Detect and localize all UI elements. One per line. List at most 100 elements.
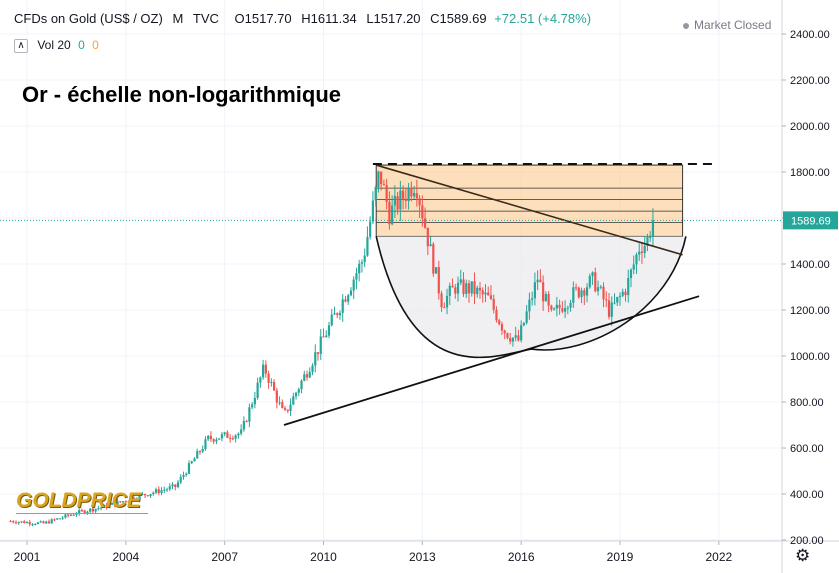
candle-body bbox=[201, 449, 204, 452]
candle-body bbox=[89, 508, 92, 512]
candle-body bbox=[484, 292, 487, 295]
candle-body bbox=[591, 272, 594, 276]
candle-body bbox=[547, 294, 550, 306]
y-tick-label: 1800.00 bbox=[790, 167, 830, 179]
candle-body bbox=[607, 300, 611, 317]
interval-label[interactable]: M bbox=[172, 11, 184, 26]
candle-body bbox=[80, 510, 84, 512]
candle-body bbox=[572, 287, 575, 303]
candle-body bbox=[385, 185, 388, 202]
candle-body bbox=[97, 508, 100, 510]
candle-body bbox=[536, 279, 539, 283]
candle-body bbox=[627, 278, 630, 296]
candle-body bbox=[456, 282, 460, 294]
candle-body bbox=[220, 434, 224, 439]
candle-body bbox=[215, 439, 218, 442]
candle-body bbox=[14, 522, 18, 524]
candle-body bbox=[553, 308, 556, 310]
candle-body bbox=[305, 374, 309, 378]
candle-body bbox=[262, 364, 265, 378]
candle-body bbox=[492, 299, 495, 310]
candle-body bbox=[377, 171, 380, 188]
candle-body bbox=[297, 389, 300, 393]
candle-body bbox=[358, 263, 361, 274]
candle-body bbox=[83, 510, 86, 514]
candle-body bbox=[294, 392, 298, 397]
candle-body bbox=[182, 475, 185, 478]
collapse-legend-button[interactable]: ∧ bbox=[14, 38, 28, 53]
candle-body bbox=[152, 492, 155, 495]
y-tick-label: 800.00 bbox=[790, 397, 824, 409]
candle-body bbox=[407, 187, 410, 202]
goldprice-logo: GOLDPRICE bbox=[16, 489, 141, 512]
candle-body bbox=[602, 286, 605, 300]
source-label: TVC bbox=[192, 11, 219, 26]
candle-body bbox=[223, 432, 226, 435]
candle-body bbox=[344, 299, 347, 302]
candle-body bbox=[459, 279, 462, 283]
candle-body bbox=[270, 382, 273, 384]
candle-body bbox=[478, 287, 482, 291]
volume-value-1: 0 bbox=[78, 38, 85, 52]
candle-body bbox=[443, 307, 446, 309]
settings-gear-icon[interactable]: ⚙ bbox=[795, 546, 811, 565]
candle-body bbox=[272, 382, 276, 391]
candle-body bbox=[124, 501, 127, 503]
candle-body bbox=[42, 521, 45, 524]
close-value: C1589.69 bbox=[430, 11, 487, 26]
candle-body bbox=[135, 499, 138, 501]
volume-label[interactable]: Vol 20 bbox=[37, 38, 71, 52]
candle-body bbox=[58, 518, 62, 520]
candle-body bbox=[415, 193, 418, 199]
last-price-badge bbox=[783, 211, 838, 230]
candle-body bbox=[569, 302, 572, 308]
candle-body bbox=[473, 281, 476, 295]
candle-body bbox=[204, 439, 207, 450]
candle-body bbox=[451, 285, 454, 288]
candle-body bbox=[325, 335, 328, 338]
candle-body bbox=[509, 337, 512, 342]
candle-body bbox=[558, 304, 561, 309]
y-tick-label: 2400.00 bbox=[790, 29, 830, 41]
candle-body bbox=[525, 311, 528, 323]
status-dot-icon bbox=[683, 22, 689, 29]
y-tick-label: 1400.00 bbox=[790, 259, 830, 271]
candle-body bbox=[130, 497, 133, 502]
candle-body bbox=[311, 365, 314, 373]
candle-body bbox=[341, 299, 344, 313]
candle-body bbox=[632, 264, 635, 270]
candle-body bbox=[550, 305, 553, 310]
candle-body bbox=[64, 514, 67, 518]
candle-body bbox=[154, 489, 158, 493]
candle-body bbox=[286, 409, 289, 412]
candle-body bbox=[382, 184, 385, 186]
candle-body bbox=[616, 296, 619, 303]
candle-body bbox=[163, 489, 166, 491]
candle-body bbox=[121, 501, 125, 503]
change-value: +72.51 (+4.78%) bbox=[494, 11, 592, 26]
candle-body bbox=[503, 330, 506, 334]
candle-body bbox=[157, 489, 160, 494]
candle-body bbox=[17, 522, 20, 524]
candle-body bbox=[259, 377, 262, 383]
candle-body bbox=[445, 295, 449, 308]
candle-body bbox=[596, 287, 600, 292]
candle-body bbox=[111, 503, 114, 505]
candle-body bbox=[47, 521, 51, 524]
candle-body bbox=[316, 352, 320, 354]
chart-title: Or - échelle non-logarithmique bbox=[22, 82, 342, 107]
candle-body bbox=[308, 372, 311, 378]
x-tick-label: 2013 bbox=[409, 550, 436, 564]
candle-body bbox=[638, 251, 641, 255]
candle-body bbox=[102, 504, 105, 508]
candle-body bbox=[78, 510, 81, 514]
symbol-name[interactable]: CFDs on Gold (US$ / OZ) bbox=[14, 11, 163, 26]
last-price-label: 1589.69 bbox=[791, 215, 831, 227]
candle-body bbox=[588, 275, 591, 288]
candle-body bbox=[613, 302, 616, 304]
candle-body bbox=[437, 267, 440, 294]
candle-body bbox=[300, 380, 303, 390]
candle-body bbox=[256, 382, 259, 398]
volume-legend: ∧ Vol 20 0 0 bbox=[14, 38, 99, 53]
